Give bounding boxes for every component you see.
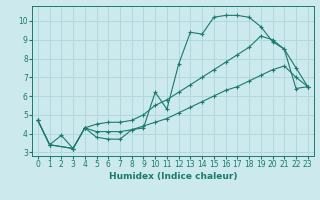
X-axis label: Humidex (Indice chaleur): Humidex (Indice chaleur) <box>108 172 237 181</box>
